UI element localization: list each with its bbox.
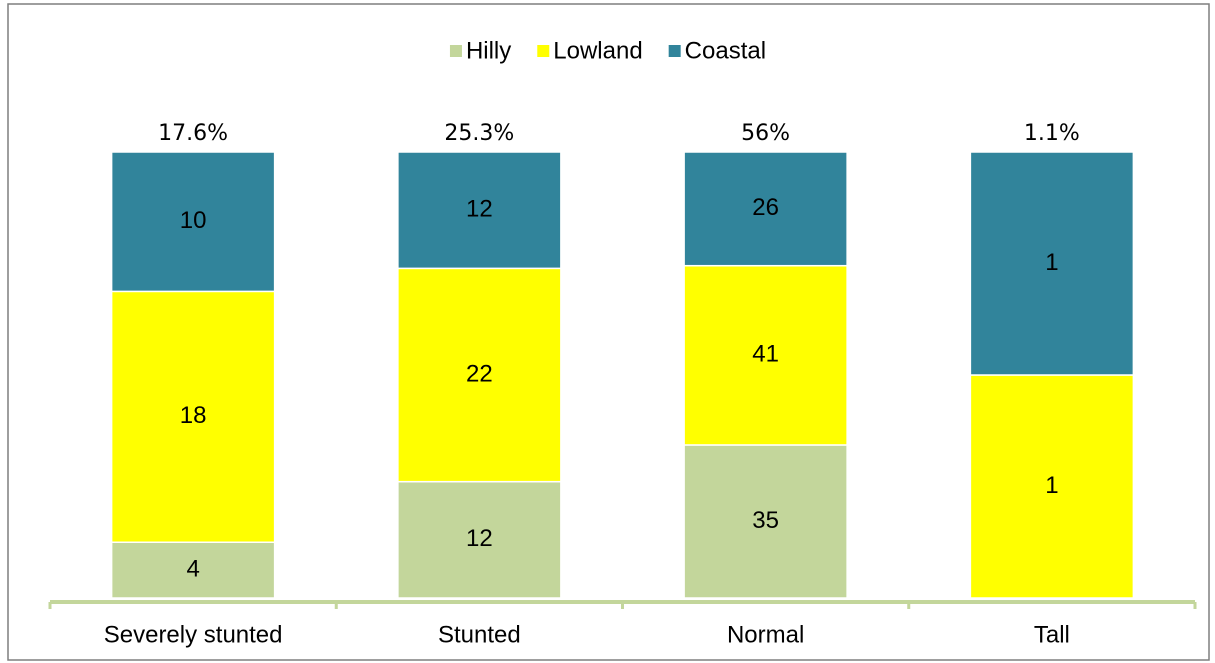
chart-border [7,3,1210,661]
bar-segment [397,267,562,483]
bar-segment [969,151,1135,376]
bar-segment [683,444,848,599]
data-label: 41 [752,341,779,368]
bar-segment [397,480,562,599]
data-label: 18 [180,402,207,429]
data-label: 4 [186,555,199,582]
bar-segment [683,264,848,446]
legend-label: Hilly [466,37,511,64]
legend-label: Coastal [685,37,766,64]
bar-segment [110,151,276,293]
bar-segment [683,151,848,267]
annotation: 1.1% [1024,121,1080,146]
x-tick-label: Normal [727,621,804,648]
data-label: 26 [752,194,779,221]
data-label: 10 [180,207,207,234]
x-tick-label: Severely stunted [104,621,283,648]
data-label: 12 [466,196,493,223]
data-label: 1 [1045,249,1058,276]
data-label: 22 [466,360,493,387]
legend-swatch [668,45,681,57]
legend-label: Lowland [553,37,642,64]
annotation: 25.3% [444,121,514,146]
data-label: 1 [1045,472,1058,499]
x-tick-label: Stunted [438,621,521,648]
legend-swatch [537,45,550,57]
bar-segment [110,290,276,543]
x-tick-label: Tall [1034,621,1070,648]
data-label: 12 [466,525,493,552]
bar-segment [969,374,1135,599]
annotation: 56% [741,121,790,146]
bar-segment [397,151,562,270]
data-label: 35 [752,507,779,534]
legend-swatch [449,45,462,57]
annotation: 17.6% [158,121,228,146]
